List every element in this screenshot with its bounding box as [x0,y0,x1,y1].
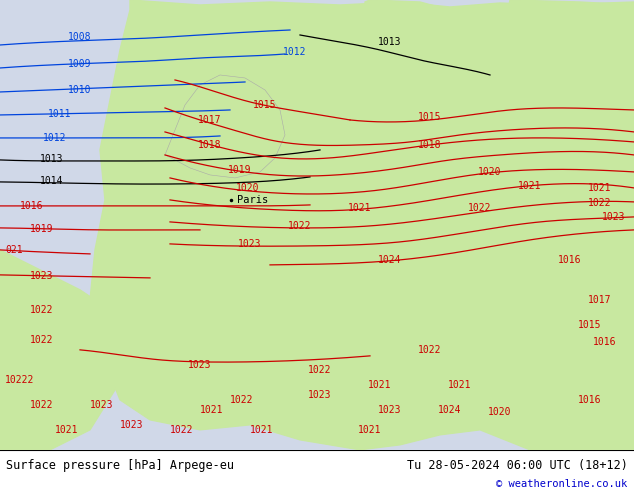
Text: 1020: 1020 [488,407,512,417]
Text: 1019: 1019 [30,224,53,234]
Text: 1022: 1022 [30,400,53,410]
Text: 1016: 1016 [578,395,602,405]
Text: 1022: 1022 [288,221,312,231]
Text: 1017: 1017 [198,115,222,125]
Text: 1021: 1021 [518,181,541,191]
Polygon shape [505,0,634,80]
Text: 1008: 1008 [68,32,92,42]
Text: 1021: 1021 [358,425,382,435]
Text: 1022: 1022 [30,305,53,315]
Text: 1022: 1022 [588,198,612,208]
Text: 1023: 1023 [90,400,113,410]
Text: 1023: 1023 [188,360,212,370]
Text: 1013: 1013 [40,154,63,164]
Text: 1009: 1009 [68,59,92,69]
Text: 1021: 1021 [250,425,273,435]
Text: 1021: 1021 [588,183,612,193]
Text: 1015: 1015 [418,112,442,122]
Text: 1016: 1016 [20,201,44,211]
Text: 1018: 1018 [198,140,222,150]
Polygon shape [0,250,120,450]
Text: 1018: 1018 [418,140,442,150]
Polygon shape [90,0,634,450]
Text: 1015: 1015 [253,100,277,110]
Text: Paris: Paris [237,195,269,205]
Text: 10222: 10222 [5,375,34,385]
Text: 1022: 1022 [30,335,53,345]
Text: 1010: 1010 [68,85,92,95]
Text: 1021: 1021 [55,425,79,435]
Text: 1023: 1023 [30,271,53,281]
Text: 1023: 1023 [378,405,402,415]
Text: 1019: 1019 [228,165,252,175]
Text: 1024: 1024 [378,255,402,265]
Text: 1016: 1016 [559,255,582,265]
Text: 1013: 1013 [378,37,402,47]
Text: 1024: 1024 [438,405,462,415]
Text: 1021: 1021 [448,380,472,390]
Text: 1022: 1022 [469,203,492,213]
Text: 1014: 1014 [40,176,63,186]
Text: © weatheronline.co.uk: © weatheronline.co.uk [496,479,628,489]
Text: Surface pressure [hPa] Arpege-eu: Surface pressure [hPa] Arpege-eu [6,459,235,471]
Text: 1023: 1023 [120,420,143,430]
Text: 021: 021 [5,245,23,255]
Text: 1011: 1011 [48,109,72,119]
Text: 1022: 1022 [418,345,442,355]
Text: 1021: 1021 [200,405,224,415]
Text: 1017: 1017 [588,295,612,305]
Text: 1012: 1012 [43,133,67,143]
Polygon shape [365,0,460,35]
Text: 1023: 1023 [308,390,332,400]
Text: 1020: 1020 [478,167,501,177]
Text: 1015: 1015 [578,320,602,330]
Text: Tu 28-05-2024 06:00 UTC (18+12): Tu 28-05-2024 06:00 UTC (18+12) [407,459,628,471]
Text: 1021: 1021 [368,380,392,390]
Text: 1021: 1021 [348,203,372,213]
Text: 1023: 1023 [238,239,262,249]
Text: 1022: 1022 [308,365,332,375]
Text: 1020: 1020 [236,183,260,193]
Text: 1016: 1016 [593,337,617,347]
Text: 1012: 1012 [283,47,307,57]
Text: 1023: 1023 [602,212,625,222]
Text: 1022: 1022 [170,425,193,435]
Text: 1022: 1022 [230,395,254,405]
